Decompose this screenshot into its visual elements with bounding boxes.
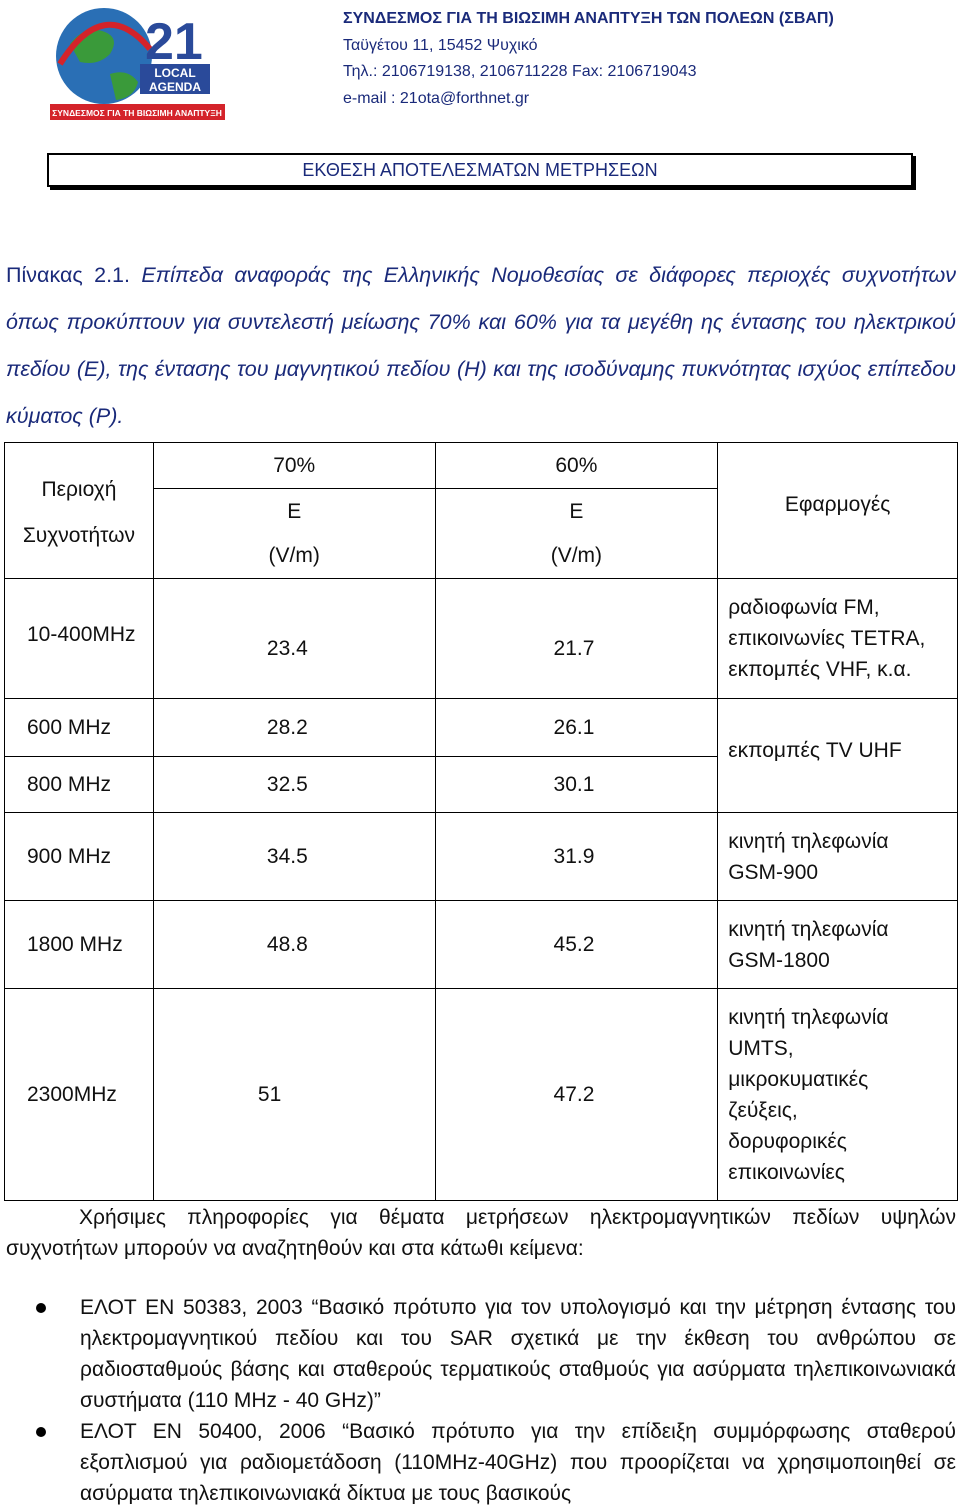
region-cell: 1800 MHz	[4, 900, 154, 989]
reference-text: ΕΛΟΤ ΕΝ 50400, 2006 “Βασικό πρότυπο για …	[80, 1420, 956, 1505]
application-cell: κινητή τηλεφωνία GSM-900	[717, 812, 958, 901]
header-60: 60%	[434, 442, 719, 489]
reference-text: ΕΛΟΤ ΕΝ 50383, 2003 “Βασικό πρότυπο για …	[80, 1296, 956, 1412]
svg-text:21: 21	[145, 13, 203, 71]
region-cell: 10-400MHz	[4, 578, 154, 699]
application-cell: κινητή τηλεφωνία GSM-1800	[717, 900, 958, 989]
region-cell: 800 MHz	[4, 756, 154, 813]
table-header-row: Περιοχή Συχνοτήτων 70% 60% Εφαρμογές	[4, 442, 958, 579]
svg-text:AGENDA: AGENDA	[149, 80, 201, 94]
unit-label: (V/m)	[550, 543, 603, 567]
report-title: ΕΚΘΕΣΗ ΑΠΟΤΕΛΕΣΜΑΤΩΝ ΜΕΤΡΗΣΕΩΝ	[47, 153, 913, 187]
application-line: εκπομπές VHF, κ.α.	[728, 658, 912, 681]
value-70-cell: 51	[152, 988, 436, 1201]
header-60-unit: Ε (V/m)	[434, 488, 719, 579]
header-region-line1: Περιοχή	[41, 477, 117, 501]
list-item: ΕΛΟΤ ΕΝ 50400, 2006 “Βασικό πρότυπο για …	[0, 1416, 956, 1509]
reference-list: ΕΛΟΤ ΕΝ 50383, 2003 “Βασικό πρότυπο για …	[0, 1292, 956, 1509]
application-line: κινητή τηλεφωνία	[728, 917, 889, 941]
table-row: 2300MHz 51 47.2 κινητή τηλεφωνία UMTS, μ…	[4, 988, 958, 1201]
value-60-cell: 31.9	[434, 812, 719, 901]
table-row: 1800 MHz 48.8 45.2 κινητή τηλεφωνία GSM-…	[4, 900, 958, 989]
value-60-cell: 21.7	[434, 578, 719, 699]
header-70-unit: Ε (V/m)	[152, 488, 436, 579]
value-70-cell: 23.4	[152, 578, 436, 699]
region-cell: 600 MHz	[4, 698, 154, 757]
e-label: Ε	[287, 499, 302, 523]
caption-lead: Πίνακας 2.1.	[6, 263, 130, 287]
value-60-cell: 30.1	[434, 756, 719, 813]
application-line: GSM-1800	[728, 948, 830, 972]
local-agenda-21-logo: 21 LOCAL AGENDA ΣΥΝΔΕΣΜΟΣ ΓΙΑ ΤΗ ΒΙΩΣΙΜΗ…	[50, 8, 225, 120]
value-70: 51	[257, 1082, 282, 1106]
application-line: κινητή τηλεφωνία	[728, 829, 889, 853]
application-cell: ραδιοφωνία FM, επικοινωνίες TETRA, εκπομ…	[717, 578, 958, 699]
org-email: e-mail : 21ota@forthnet.gr	[343, 89, 530, 107]
value-60-cell: 26.1	[434, 698, 719, 757]
info-paragraph: Χρήσιμες πληροφορίες για θέματα μετρήσεω…	[6, 1206, 956, 1260]
org-address: Ταϋγέτου 11, 15452 Ψυχικό	[343, 36, 538, 54]
header-70: 70%	[152, 442, 436, 489]
table-subheader-row: Ε (V/m) Ε (V/m)	[5, 488, 958, 579]
application-line: κινητή τηλεφωνία	[728, 1005, 889, 1029]
application-line: δορυφορικές	[728, 1129, 847, 1153]
value-70-cell: 34.5	[152, 812, 436, 901]
value-60-cell: 47.2	[434, 988, 719, 1201]
caption-text: Επίπεδα αναφοράς της Ελληνικής Νομοθεσία…	[6, 263, 956, 428]
unit-label: (V/m)	[268, 543, 320, 567]
table-row: 600 MHz 28.2 26.1 εκπομπές TV UHF	[4, 698, 958, 813]
svg-text:ΣΥΝΔΕΣΜΟΣ ΓΙΑ ΤΗ ΒΙΩΣΙΜΗ ΑΝΑΠΤ: ΣΥΝΔΕΣΜΟΣ ΓΙΑ ΤΗ ΒΙΩΣΙΜΗ ΑΝΑΠΤΥΞΗ	[52, 108, 222, 118]
table-row: 900 MHz 34.5 31.9 κινητή τηλεφωνία GSM-9…	[4, 812, 958, 901]
org-name: ΣΥΝΔΕΣΜΟΣ ΓΙΑ ΤΗ ΒΙΩΣΙΜΗ ΑΝΑΠΤΥΞΗ ΤΩΝ ΠΟ…	[343, 10, 834, 27]
application-line: επικοινωνίες TETRA,	[728, 627, 926, 650]
bullet-icon	[36, 1427, 46, 1437]
value-70-cell: 32.5	[152, 756, 436, 813]
table-row: 10-400MHz 23.4 21.7 ραδιοφωνία FM, επικο…	[4, 578, 958, 699]
svg-text:LOCAL: LOCAL	[154, 66, 195, 80]
application-line: επικοινωνίες	[728, 1160, 845, 1184]
value-70-cell: 28.2	[152, 698, 436, 757]
application-cell: εκπομπές TV UHF	[717, 698, 958, 813]
reference-levels-table: Περιοχή Συχνοτήτων 70% 60% Εφαρμογές Ε (…	[4, 442, 958, 1201]
org-phone: Τηλ.: 2106719138, 2106711228 Fax: 210671…	[343, 63, 697, 80]
organization-info: ΣΥΝΔΕΣΜΟΣ ΓΙΑ ΤΗ ΒΙΩΣΙΜΗ ΑΝΑΠΤΥΞΗ ΤΩΝ ΠΟ…	[343, 6, 834, 112]
application-line: μικροκυματικές	[728, 1067, 869, 1091]
bullet-icon	[36, 1303, 46, 1313]
value-70-cell: 48.8	[152, 900, 436, 989]
application-cell: κινητή τηλεφωνία UMTS, μικροκυματικές ζε…	[717, 988, 958, 1201]
application-line: ζεύξεις,	[728, 1098, 798, 1122]
application-line: UMTS,	[728, 1036, 794, 1060]
header-region-line2: Συχνοτήτων	[22, 523, 136, 547]
application-line: GSM-900	[728, 860, 819, 884]
list-item: ΕΛΟΤ ΕΝ 50383, 2003 “Βασικό πρότυπο για …	[0, 1292, 956, 1416]
header-applications: Εφαρμογές	[717, 442, 958, 579]
table-caption: Πίνακας 2.1. Επίπεδα αναφοράς της Ελληνι…	[6, 252, 956, 440]
e-label: Ε	[569, 499, 584, 523]
region-cell: 900 MHz	[4, 812, 154, 901]
region-cell: 2300MHz	[4, 988, 154, 1201]
application-line: ραδιοφωνία FM,	[728, 596, 880, 619]
value-60-cell: 45.2	[434, 900, 719, 989]
header-region: Περιοχή Συχνοτήτων	[4, 442, 154, 579]
table-row: 800 MHz 32.5 30.1	[4, 756, 958, 813]
